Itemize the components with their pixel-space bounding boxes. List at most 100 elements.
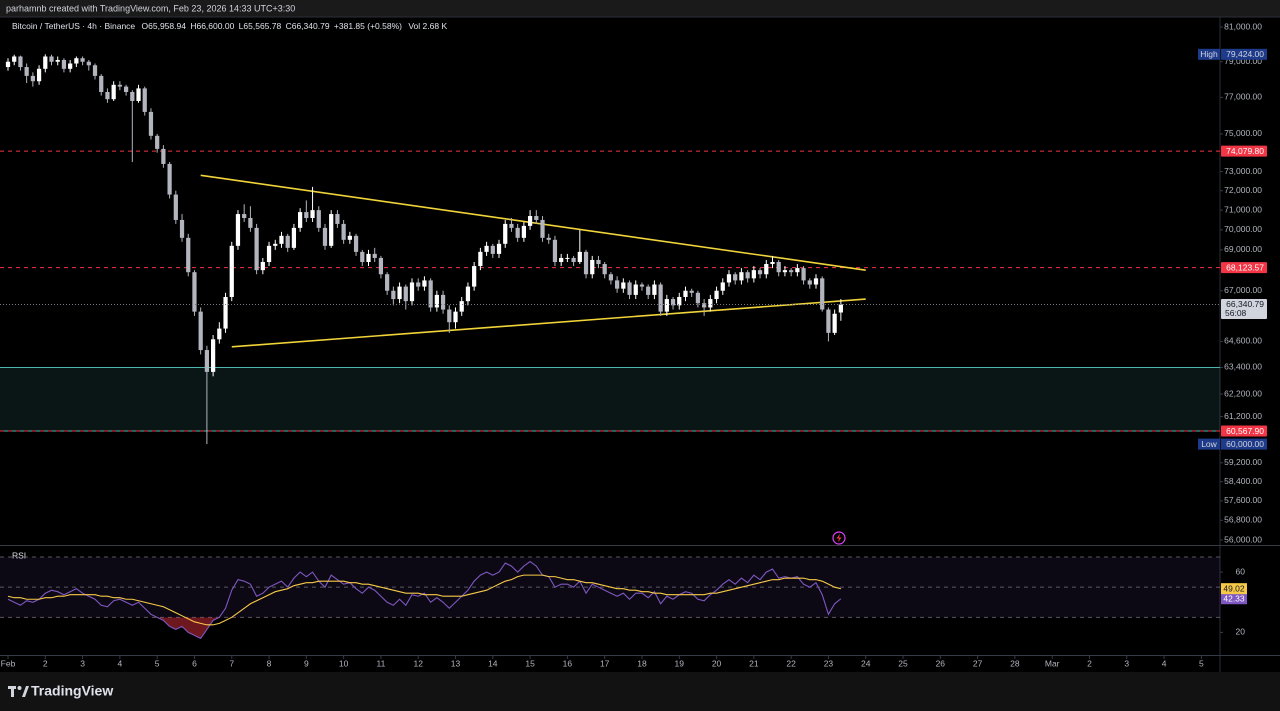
candle-body [764,264,769,275]
candle-body [733,274,738,281]
countdown: 56:08 [1225,308,1247,318]
candle-body [142,88,147,112]
candle-body [86,61,91,66]
candle-body [80,58,85,62]
axes: 81,000.00 79,000.00 77,000.00 75,000.00 73,0… [1,21,1263,668]
x-tick-label: 7 [229,658,234,668]
rsi-pane [0,556,1220,640]
rsi-tag-label: 49.02 [1223,583,1245,593]
candle-body [198,311,203,351]
y-tick-label: 70,000.00 [1224,224,1262,234]
candle-body [484,245,489,252]
candle-body [55,59,60,62]
candle-body [571,257,576,262]
x-tick-label: 17 [600,658,610,668]
zone [0,367,1220,432]
candle-body [583,251,589,275]
y-tick-label: 69,000.00 [1224,244,1262,254]
main-pane [0,54,1220,445]
x-tick-label: 25 [898,658,908,668]
candle-body [161,148,166,164]
candle-body [49,56,54,62]
candle-body [298,212,303,228]
low: L65,565.78 [239,21,282,31]
symbol: Bitcoin / TetherUS · 4h · Binance [12,21,135,31]
y-tick-label: 77,000.00 [1224,92,1262,102]
candle-body [440,294,446,310]
candle-body [74,58,79,64]
candle-body [534,216,539,220]
candle-body [260,261,265,271]
x-tick-label: 20 [712,658,722,668]
candle-body [807,280,812,285]
y-tick-label: 79,000.00 [1224,56,1262,66]
candle-body [43,56,48,69]
candle-body [447,309,452,323]
candle-body [341,223,346,240]
x-tick-label: 12 [413,658,423,668]
x-tick-label: 15 [525,658,535,668]
price-tags: 74,079.80 68,123.57 60,567.90 High 79,424.00… [1198,48,1267,605]
candle-body [633,284,638,295]
candle-body [515,227,520,238]
candle-body [509,223,514,228]
x-tick-label: 2 [1087,658,1092,668]
x-tick-label: 27 [973,658,983,668]
level-tag [1221,262,1267,274]
x-tick-label: 13 [451,658,461,668]
candle-body [68,63,73,69]
brand-logo [8,686,29,697]
y-tick-label: 67,000.00 [1224,285,1262,295]
candle-body [409,282,415,302]
candle-body [273,243,278,246]
x-tick-label: 28 [1010,658,1020,668]
last-price-label: 66,340.79 [1226,299,1264,309]
candle-body [304,212,309,218]
candle-body [838,304,843,313]
open: O65,958.94 [142,21,187,31]
candle-body [776,261,781,273]
rsi-title: RSI [12,550,26,560]
candle-body [186,237,191,273]
y-tick-label: 81,000.00 [1224,21,1262,31]
candle-body [24,67,29,76]
candle-body [739,272,744,281]
candle-body [826,309,831,333]
candle-body [335,214,340,224]
candle-body [279,235,284,244]
candle-body [795,268,800,273]
extreme-tag-bg [1198,438,1220,450]
candle-body [503,223,508,244]
candle-body [210,339,216,372]
credit-bar [0,0,1280,17]
extreme-tag-bg [1198,48,1220,60]
x-tick-label: Mar [1045,658,1060,668]
candle-body [689,290,694,293]
x-tick-label: 22 [786,658,796,668]
candle-body [285,235,290,248]
candle-body [608,274,614,281]
candle-body [217,328,222,340]
level-tag-label: 60,567.90 [1226,426,1264,436]
y-tick-label: 75,000.00 [1224,128,1262,138]
candle-body [204,350,210,372]
candle-body [565,257,570,259]
candle-body [559,257,564,262]
y-tick-label: 56,000.00 [1224,534,1262,544]
candle-body [453,311,458,323]
candle-body [720,282,725,291]
candle-body [540,219,545,238]
candle-body [751,270,756,279]
candle-body [291,227,297,248]
candle-body [99,75,104,92]
candle-body [148,111,154,136]
candle-body [664,299,669,312]
candle-body [770,261,775,265]
rsi-oversold-fill [8,617,841,639]
candle-body [123,86,129,92]
candle-body [310,210,315,218]
candle-body [347,235,352,240]
y-tick-label: 62,200.00 [1224,388,1262,398]
candle-body [614,280,620,289]
